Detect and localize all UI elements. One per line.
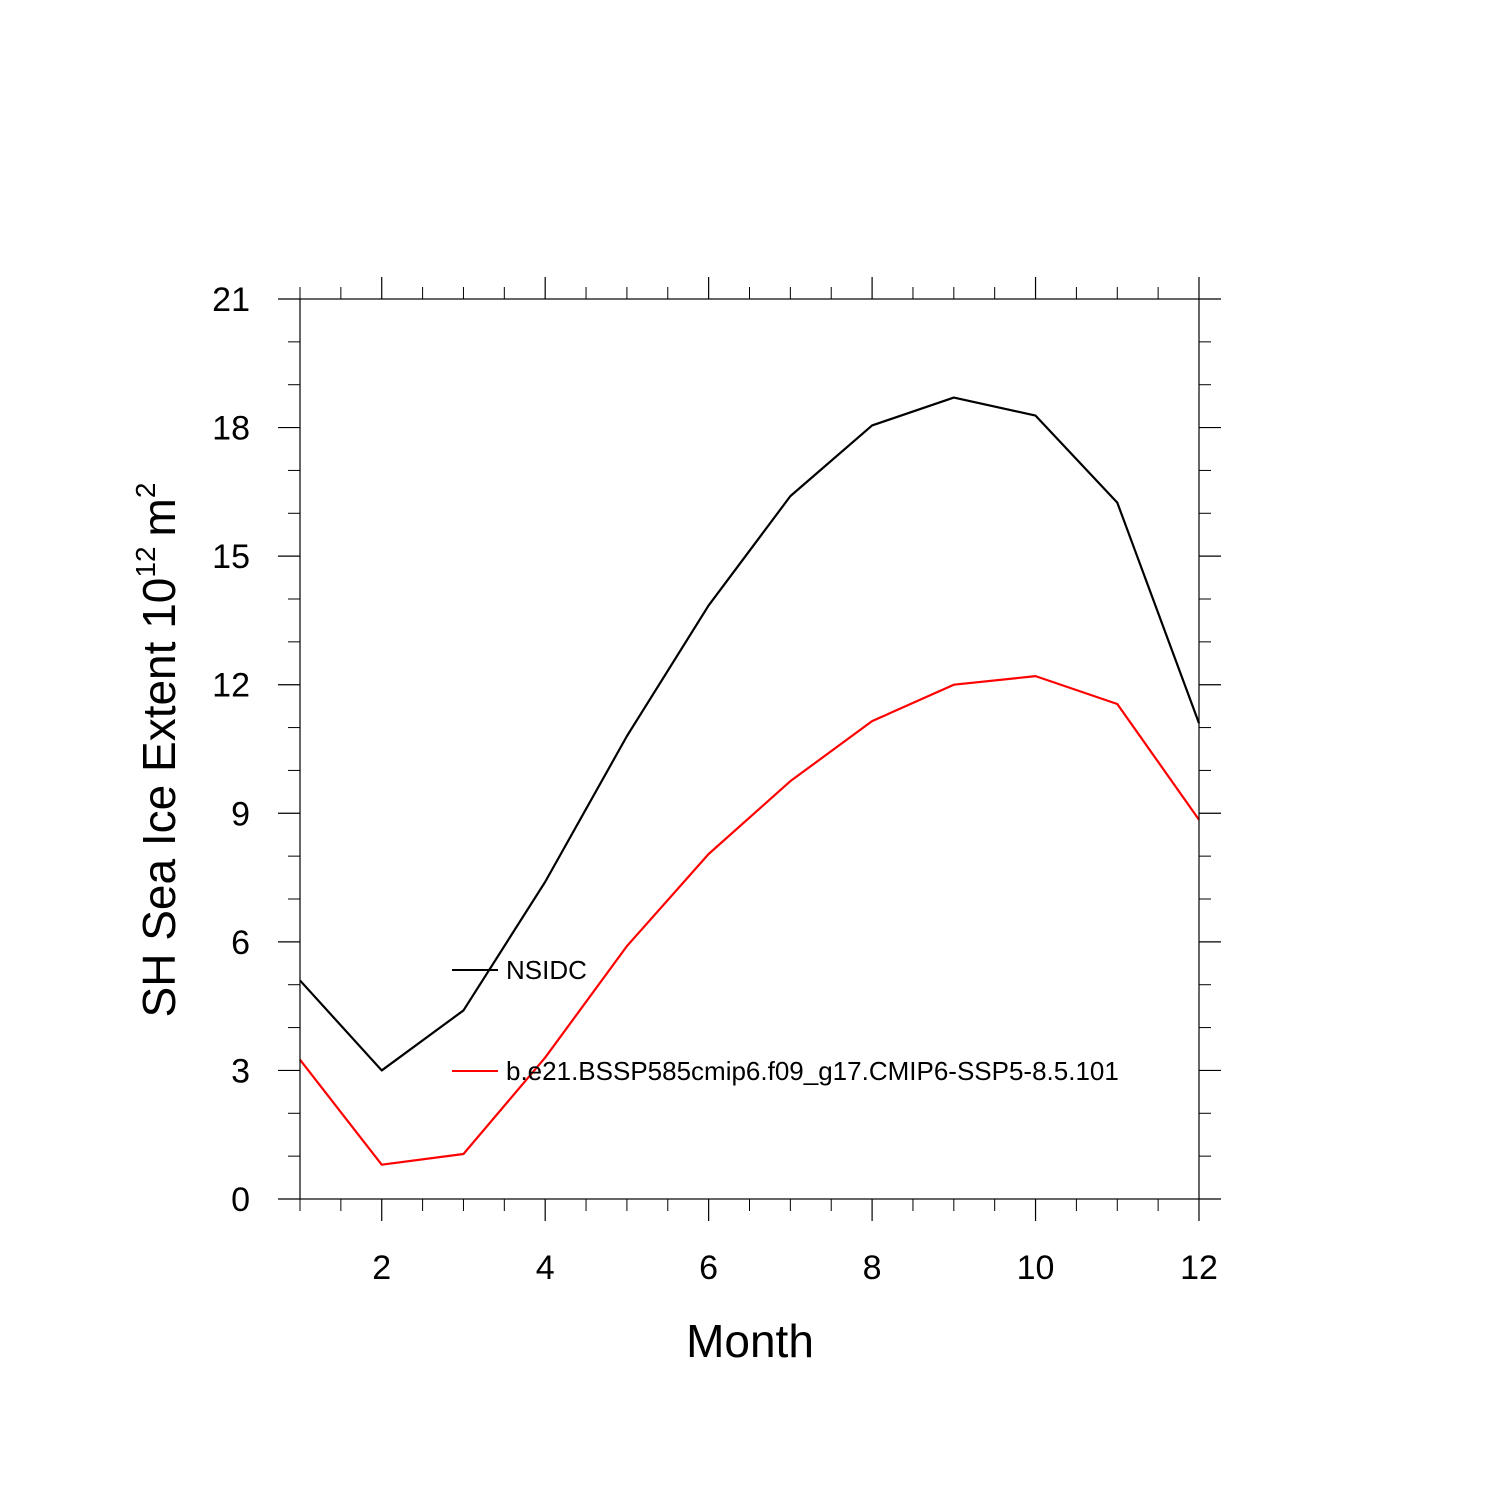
x-tick-label: 10 [1017,1249,1055,1287]
x-tick-label: 6 [699,1249,718,1287]
y-tick-label: 18 [212,410,250,448]
major-ticks [278,277,1221,1221]
y-axis-title-unit-exponent: 2 [130,483,161,499]
legend-label-nsidc: NSIDC [506,955,587,985]
x-tick-label: 4 [536,1249,555,1287]
x-axis-title: Month [686,1315,814,1367]
y-tick-label: 12 [212,667,250,705]
legend-label-cmip6: b.e21.BSSP585cmip6.f09_g17.CMIP6-SSP5-8.… [506,1056,1119,1086]
y-axis-title-exponent: 12 [130,546,161,577]
y-axis-title: SH Sea Ice Extent 1012 m2 [130,483,185,1018]
y-tick-labels: 0 3 6 9 12 15 18 21 [212,281,250,1219]
minor-ticks [288,287,1211,1211]
y-axis-title-text: SH Sea Ice Extent 10 [133,578,185,1018]
y-tick-label: 3 [231,1052,250,1090]
y-axis-title-unit: m [133,498,185,536]
x-tick-label: 2 [372,1249,391,1287]
legend: NSIDC b.e21.BSSP585cmip6.f09_g17.CMIP6-S… [452,955,1119,1086]
series-line-0 [299,396,1201,1072]
series-lines [299,396,1201,1166]
y-tick-label: 9 [231,795,250,833]
x-tick-label: 12 [1180,1249,1218,1287]
y-tick-label: 6 [231,924,250,962]
x-tick-label: 8 [863,1249,882,1287]
y-tick-label: 0 [231,1181,250,1219]
y-tick-label: 21 [212,281,250,319]
x-tick-labels: 2 4 6 8 10 12 [372,1249,1218,1287]
plot-frame [299,298,1200,1200]
series-line-1 [299,675,1200,1166]
y-tick-label: 15 [212,538,250,576]
